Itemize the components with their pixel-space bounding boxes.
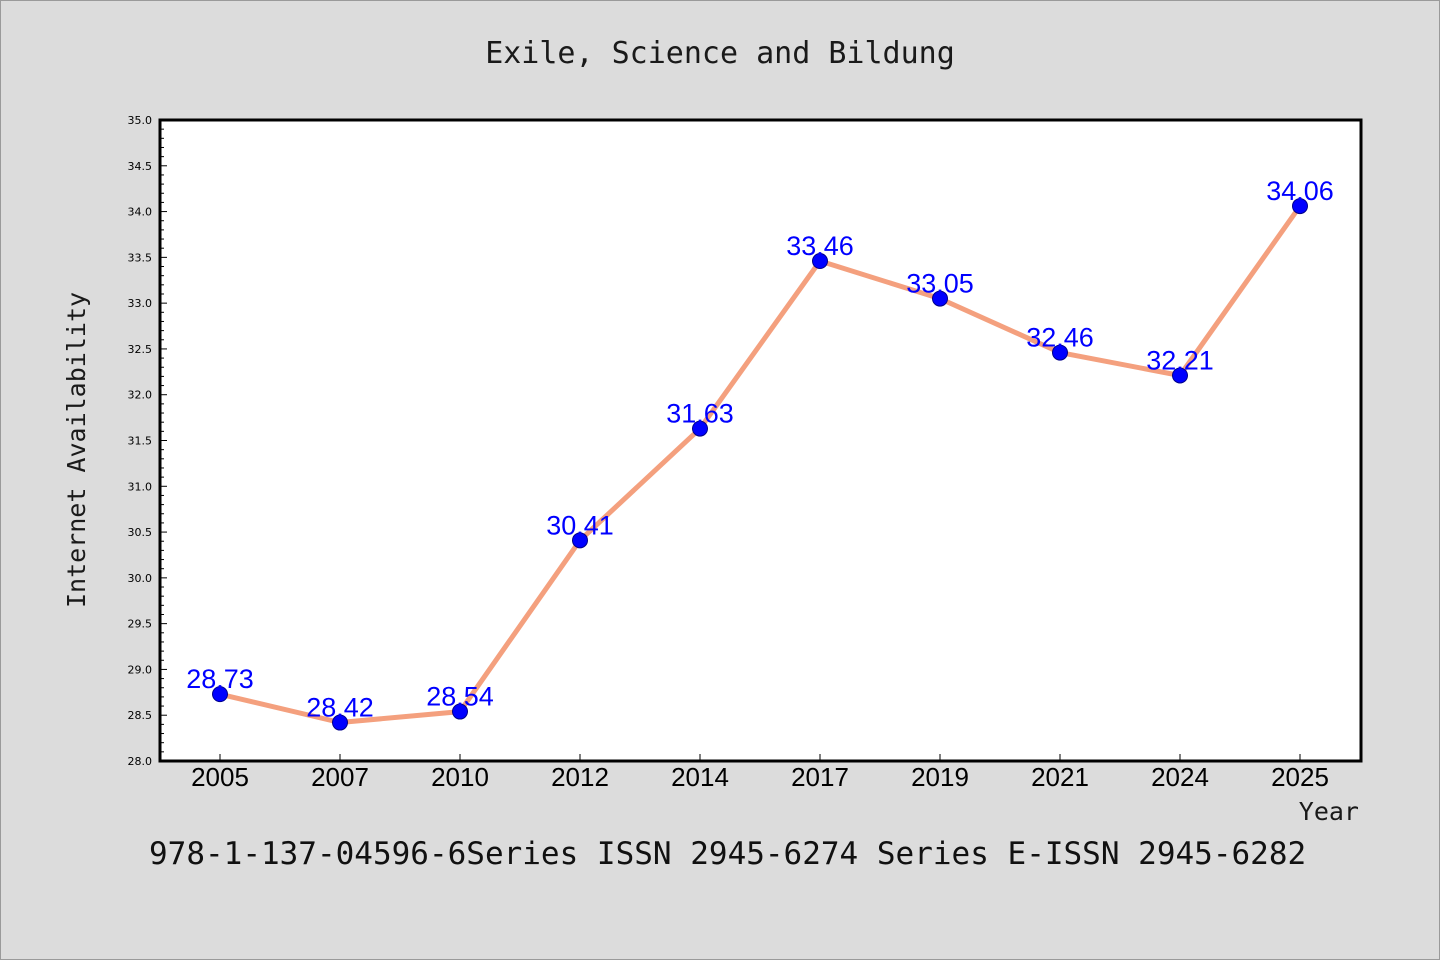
data-point-label: 32.21 xyxy=(1146,345,1214,375)
footer-identifiers: 978-1-137-04596-6Series ISSN 2945-6274 S… xyxy=(149,836,1306,872)
data-point-label: 28.73 xyxy=(186,664,254,694)
x-axis-ticks: 2005 2007 2010 2012 2014 2017 2019 2021 2024 2025 xyxy=(191,754,1329,792)
y-tick-label: 28.0 xyxy=(128,755,153,768)
data-point-marker xyxy=(452,703,468,720)
y-tick-label: 28.5 xyxy=(128,709,153,722)
data-point-marker xyxy=(332,714,348,731)
y-tick-label: 31.5 xyxy=(128,435,153,448)
y-tick-label: 34.5 xyxy=(128,160,153,173)
data-point-label: 28.42 xyxy=(306,693,374,723)
y-tick-label: 33.0 xyxy=(128,297,153,310)
data-point-label: 31.63 xyxy=(666,399,734,429)
data-point-marker xyxy=(212,686,228,703)
x-tick-label: 2005 xyxy=(191,762,249,792)
y-tick-label: 29.5 xyxy=(128,618,153,631)
data-point-marker xyxy=(1292,198,1308,215)
x-tick-label: 2007 xyxy=(311,762,369,792)
y-tick-label: 29.0 xyxy=(128,663,153,676)
y-tick-label: 33.5 xyxy=(128,251,153,264)
y-tick-label: 31.0 xyxy=(128,480,153,493)
data-point-label: 30.41 xyxy=(546,510,614,540)
x-tick-label: 2019 xyxy=(911,762,969,792)
data-point-marker xyxy=(1052,344,1068,361)
x-tick-label: 2021 xyxy=(1031,762,1089,792)
y-tick-label: 30.5 xyxy=(128,526,153,539)
data-point-label: 34.06 xyxy=(1266,176,1334,206)
data-point-marker xyxy=(932,290,948,307)
data-point-label: 33.05 xyxy=(906,269,974,299)
y-axis-ticks: 28.0 28.5 29.0 29.5 30.0 30.5 31.0 31.5 32.0 32.5… xyxy=(128,114,167,768)
y-tick-label: 32.5 xyxy=(128,343,153,356)
y-tick-label: 34.0 xyxy=(128,206,153,219)
data-markers xyxy=(212,198,1308,731)
chart-title: Exile, Science and Bildung xyxy=(485,36,955,71)
y-tick-label: 35.0 xyxy=(128,114,153,127)
plot-border xyxy=(158,118,1363,763)
y-axis-label: Internet Availability xyxy=(62,292,91,608)
data-point-label: 28.54 xyxy=(426,682,494,712)
y-tick-label: 30.0 xyxy=(128,572,153,585)
x-tick-label: 2012 xyxy=(551,762,609,792)
data-point-marker xyxy=(1172,367,1188,384)
x-tick-label: 2010 xyxy=(431,762,489,792)
data-point-label: 33.46 xyxy=(786,231,854,261)
data-labels: 28.73 28.42 28.54 30.41 31.63 33.46 33.05 32.46… xyxy=(186,176,1334,722)
plot-area xyxy=(160,120,1361,761)
data-point-label: 32.46 xyxy=(1026,323,1094,353)
data-point-marker xyxy=(812,253,828,270)
y-tick-label: 32.0 xyxy=(128,389,153,402)
x-tick-label: 2025 xyxy=(1271,762,1329,792)
data-point-marker xyxy=(572,532,588,549)
data-point-marker xyxy=(692,420,708,437)
x-tick-label: 2024 xyxy=(1151,762,1209,792)
x-tick-label: 2017 xyxy=(791,762,849,792)
x-tick-label: 2014 xyxy=(671,762,729,792)
series-line xyxy=(217,203,1303,725)
x-axis-label: Year xyxy=(1299,797,1359,826)
